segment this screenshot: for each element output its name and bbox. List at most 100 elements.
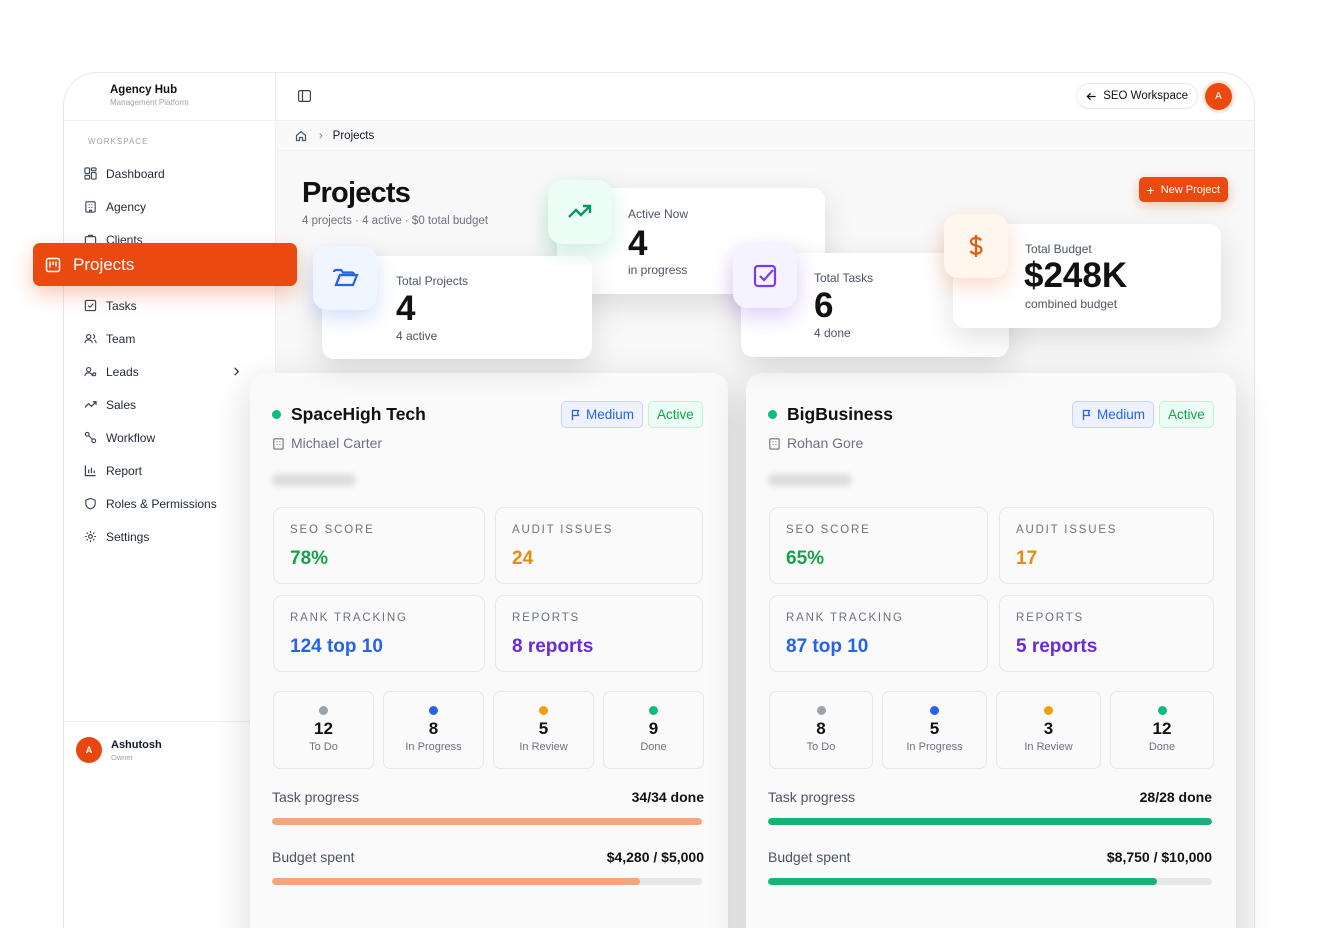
sidebar-item-settings[interactable]: Settings <box>84 520 260 553</box>
metric-value: 17 <box>1016 548 1038 569</box>
task-count-in-progress: 8 In Progress <box>383 691 484 769</box>
user-role: Owner <box>111 752 134 762</box>
building-icon <box>273 437 284 450</box>
sidebar-item-label: Tasks <box>106 298 137 313</box>
sidebar-toggle-icon[interactable] <box>298 90 311 102</box>
stat-value: 4 <box>628 224 648 263</box>
sidebar-item-label: Roles & Permissions <box>106 496 217 511</box>
task-count-label: In Review <box>519 741 568 753</box>
metric-label: SEO SCORE <box>290 524 375 536</box>
metric-label: AUDIT ISSUES <box>1016 524 1118 536</box>
metric-seo-score: SEO SCORE 78% <box>273 507 485 584</box>
shield-icon <box>85 497 96 510</box>
status-dot <box>768 410 777 419</box>
app-subtitle: Management Platform <box>110 98 189 107</box>
sidebar-item-sales[interactable]: Sales <box>84 388 260 421</box>
dashboard-icon <box>84 167 97 180</box>
sidebar-item-team[interactable]: Team <box>84 322 260 355</box>
stat-value: 6 <box>814 286 834 325</box>
metric-value: 24 <box>512 548 534 569</box>
stat-label: Total Budget <box>1025 242 1092 256</box>
building-icon <box>85 201 96 213</box>
metric-value: 124 top 10 <box>290 636 383 657</box>
seo-workspace-label: SEO Workspace <box>1103 90 1188 102</box>
user-profile[interactable]: A Ashutosh Owner <box>76 737 162 763</box>
metric-label: RANK TRACKING <box>290 612 408 624</box>
task-progress-fill <box>768 818 1212 825</box>
task-count-in-progress: 5 In Progress <box>882 691 987 769</box>
task-count-value: 5 <box>538 719 549 738</box>
stat-value: 4 <box>396 289 416 328</box>
trending-up-icon <box>548 180 612 244</box>
seo-workspace-button[interactable]: SEO Workspace <box>1076 83 1198 109</box>
metric-rank-tracking: RANK TRACKING 124 top 10 <box>273 595 485 672</box>
sidebar-item-report[interactable]: Report <box>84 454 260 487</box>
task-count-value: 8 <box>816 719 826 738</box>
building-icon <box>769 437 780 450</box>
sidebar-item-workflow[interactable]: Workflow <box>84 421 260 454</box>
sidebar-item-label: Projects <box>73 254 135 274</box>
project-client: Rohan Gore <box>768 435 863 451</box>
sidebar-item-dashboard[interactable]: Dashboard <box>84 157 260 190</box>
project-name-text: SpaceHigh Tech <box>291 404 426 424</box>
checkbox-icon <box>84 299 97 312</box>
workspace-section-label: WORKSPACE <box>88 137 149 146</box>
sidebar: Agency Hub Management Platform WORKSPACE… <box>64 73 276 928</box>
metric-reports: REPORTS 5 reports <box>999 595 1214 672</box>
budget-fill <box>272 878 641 885</box>
avatar: A <box>76 737 102 763</box>
status-dot <box>272 410 281 419</box>
sidebar-item-label: Agency <box>106 199 147 214</box>
task-count-todo: 8 To Do <box>769 691 873 769</box>
blurred-meta <box>768 474 852 486</box>
sidebar-item-label: Report <box>106 463 143 478</box>
blurred-meta <box>272 474 356 486</box>
task-progress-label: Task progress <box>768 789 856 805</box>
new-project-button[interactable]: + New Project <box>1138 177 1228 202</box>
stat-label: Total Projects <box>396 274 469 288</box>
sidebar-item-roles-permissions[interactable]: Roles & Permissions <box>84 487 260 520</box>
task-progress-bar <box>272 818 702 825</box>
budget-fill <box>768 878 1157 885</box>
kanban-icon <box>45 257 61 272</box>
project-card-bigbusiness[interactable]: BigBusiness Medium Active Rohan Gore SEO… <box>746 373 1236 928</box>
metric-seo-score: SEO SCORE 65% <box>769 507 988 584</box>
gear-icon <box>84 530 97 543</box>
project-card-spacehigh-tech[interactable]: SpaceHigh Tech Medium Active Michael Car… <box>250 373 728 928</box>
home-icon[interactable] <box>295 130 307 142</box>
flag-icon <box>1082 409 1091 420</box>
plus-icon: + <box>1146 181 1155 198</box>
metric-audit-issues: AUDIT ISSUES 24 <box>495 507 703 584</box>
metric-value: 8 reports <box>512 636 594 657</box>
avatar[interactable]: A <box>1205 83 1232 110</box>
page-title: Projects <box>302 177 411 209</box>
task-count-label: Done <box>640 741 667 753</box>
breadcrumb: › Projects <box>276 121 1254 151</box>
app-name: Agency Hub <box>110 84 178 96</box>
sidebar-item-projects[interactable]: Projects <box>33 243 297 286</box>
task-count-in-review: 5 In Review <box>493 691 594 769</box>
budget-bar <box>768 878 1212 885</box>
sidebar-nav: Dashboard Agency Clients Tasks Team Le <box>84 157 260 553</box>
project-name: SpaceHigh Tech <box>272 404 426 425</box>
budget-spent-value: $8,750 / $10,000 <box>1106 849 1212 865</box>
chevron-right-icon <box>234 367 240 376</box>
sidebar-item-label: Leads <box>106 364 139 379</box>
sidebar-item-label: Workflow <box>106 430 156 445</box>
metric-value: 87 top 10 <box>786 636 869 657</box>
dollar-icon <box>944 214 1008 278</box>
priority-badge: Medium <box>1072 401 1155 428</box>
breadcrumb-current: Projects <box>332 129 375 142</box>
task-count-value: 8 <box>428 719 439 738</box>
task-count-in-review: 3 In Review <box>996 691 1101 769</box>
sidebar-item-agency[interactable]: Agency <box>84 190 260 223</box>
user-plus-icon <box>84 366 97 377</box>
task-count-value: 12 <box>314 719 333 738</box>
flag-icon <box>571 409 580 420</box>
folder-open-icon <box>313 246 377 310</box>
status-badge: Active <box>648 401 703 428</box>
sidebar-item-leads[interactable]: Leads <box>84 355 260 388</box>
budget-bar <box>272 878 702 885</box>
page-subtitle: 4 projects · 4 active · $0 total budget <box>302 215 489 227</box>
sidebar-item-tasks[interactable]: Tasks <box>84 289 260 322</box>
